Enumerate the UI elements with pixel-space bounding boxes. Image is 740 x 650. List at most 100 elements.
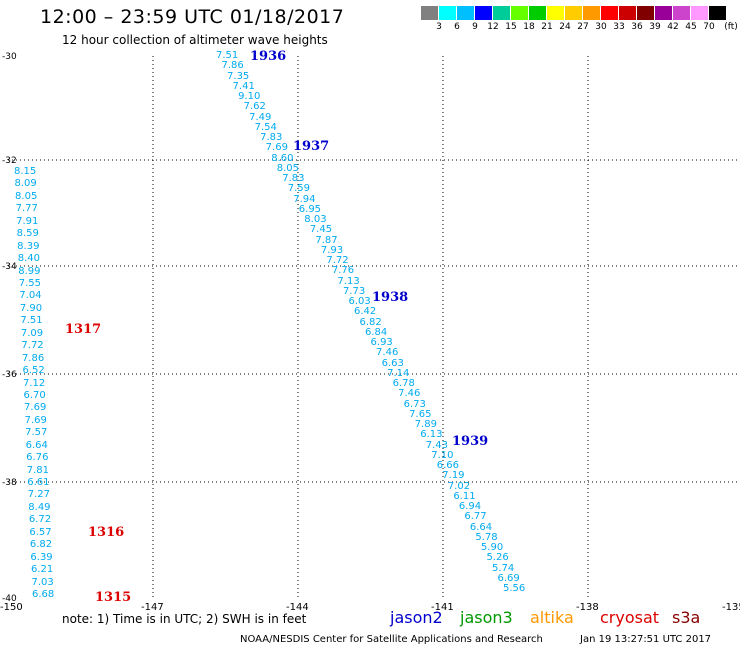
pass-number-label: 1317 (65, 322, 102, 337)
swh-value: 6.84 (365, 326, 388, 338)
lon-tick-label: -135 (722, 602, 740, 613)
pass-number-label: 1939 (452, 434, 489, 449)
color-swatch (673, 6, 691, 20)
color-swatch (421, 6, 439, 20)
swh-value: 7.43 (425, 439, 448, 451)
swh-value: 6.11 (453, 490, 476, 502)
swh-value: 6.61 (27, 477, 50, 489)
color-scale-label: 33 (613, 22, 625, 32)
color-scale-bar (421, 6, 727, 20)
swh-value: 6.95 (298, 203, 322, 215)
lat-tick-label: -40 (2, 594, 17, 604)
lon-tick-label: -141 (431, 602, 454, 613)
color-swatch (583, 6, 601, 20)
swh-value: 6.64 (25, 439, 48, 451)
swh-value: 6.69 (497, 572, 520, 584)
color-swatch (547, 6, 565, 20)
swh-value: 6.57 (29, 526, 52, 538)
pass-number-label: 1315 (95, 590, 132, 605)
swh-value: 6.73 (403, 398, 426, 410)
swh-value: 8.05 (276, 162, 299, 174)
swh-value: 8.59 (16, 228, 39, 240)
lon-tick-label: -144 (286, 602, 309, 613)
swh-value: 6.82 (359, 316, 382, 328)
swh-value: 6.03 (348, 296, 371, 307)
swh-value: 8.99 (18, 265, 41, 277)
color-scale-label: 21 (541, 22, 553, 32)
lat-tick-label: -32 (2, 156, 17, 166)
lon-tick-label: -138 (576, 602, 599, 613)
lat-tick-label: -38 (2, 478, 17, 488)
color-scale-label: 70 (703, 22, 715, 32)
swh-value: 8.60 (271, 152, 294, 164)
swh-value: 7.76 (331, 265, 355, 277)
swh-value: 7.87 (315, 234, 338, 246)
swh-value: 6.21 (30, 564, 54, 576)
color-scale-label: 45 (685, 22, 697, 32)
color-scale-label: 9 (472, 22, 478, 32)
lat-tick-label: -36 (2, 370, 17, 380)
color-swatch (637, 6, 655, 20)
swh-value: 7.77 (15, 203, 38, 215)
swh-value: 6.72 (28, 514, 52, 526)
swh-value: 6.64 (469, 521, 493, 533)
color-swatch (601, 6, 619, 20)
swh-value: 7.45 (309, 224, 333, 236)
color-scale-label: 6 (454, 22, 460, 32)
pass-number-label: 1316 (88, 525, 125, 540)
swh-value: 7.73 (342, 285, 366, 297)
swh-value: 7.12 (23, 377, 46, 389)
swh-value: 7.04 (19, 290, 42, 302)
swh-value: 5.74 (491, 562, 515, 574)
swh-value: 6.93 (370, 337, 393, 348)
pass-number-label: 1937 (293, 139, 330, 154)
swh-value: 7.72 (21, 340, 44, 352)
swh-value: 7.51 (216, 50, 239, 61)
swh-value: 7.81 (26, 464, 49, 476)
swh-value: 6.13 (420, 429, 443, 441)
swh-value: 8.15 (14, 166, 37, 177)
swh-value: 7.54 (254, 121, 277, 133)
swh-value: 6.63 (381, 357, 404, 369)
color-scale-label: 15 (505, 22, 517, 32)
swh-value: 7.27 (27, 489, 51, 501)
lat-tick-label: -30 (2, 52, 17, 62)
swh-value: 6.76 (26, 452, 49, 464)
color-swatch (475, 6, 493, 20)
swh-value: 6.52 (22, 365, 45, 377)
footer-note: note: 1) Time is in UTC; 2) SWH is in fe… (62, 612, 307, 626)
swh-value: 7.90 (19, 302, 43, 314)
satellite-legend-item: jason3 (460, 608, 513, 627)
color-scale-label: 39 (649, 22, 661, 32)
swh-value: 6.82 (29, 539, 53, 551)
swh-value: 7.93 (320, 244, 344, 256)
swh-value: 6.78 (392, 378, 415, 389)
swh-value: 7.57 (25, 427, 48, 439)
swh-value: 7.14 (387, 367, 410, 379)
swh-value: 7.10 (431, 449, 454, 461)
swh-value: 7.94 (293, 193, 316, 205)
color-swatch (565, 6, 583, 20)
pass-number-label: 1938 (372, 290, 409, 305)
swh-value: 7.49 (249, 111, 272, 123)
page-subtitle: 12 hour collection of altimeter wave hei… (62, 33, 328, 47)
swh-value: 6.66 (436, 460, 460, 471)
swh-value: 7.41 (232, 80, 255, 92)
color-scale-label: 24 (559, 22, 571, 32)
swh-value: 7.51 (20, 315, 43, 327)
swh-value: 7.91 (16, 215, 39, 227)
color-scale-unit: (ft) (724, 22, 738, 32)
color-scale-label: 36 (631, 22, 643, 32)
swh-value: 7.69 (24, 414, 47, 426)
color-scale-label: 18 (523, 22, 535, 32)
color-scale-label: 12 (487, 22, 499, 32)
color-swatch (529, 6, 547, 20)
swh-value: 7.86 (221, 60, 244, 72)
swh-value: 6.39 (30, 551, 53, 563)
swh-value: 7.69 (24, 402, 47, 414)
swh-value: 7.09 (20, 327, 44, 339)
swh-value: 7.13 (337, 275, 360, 287)
swh-value: 8.39 (17, 240, 40, 252)
swh-value: 7.72 (326, 255, 349, 266)
